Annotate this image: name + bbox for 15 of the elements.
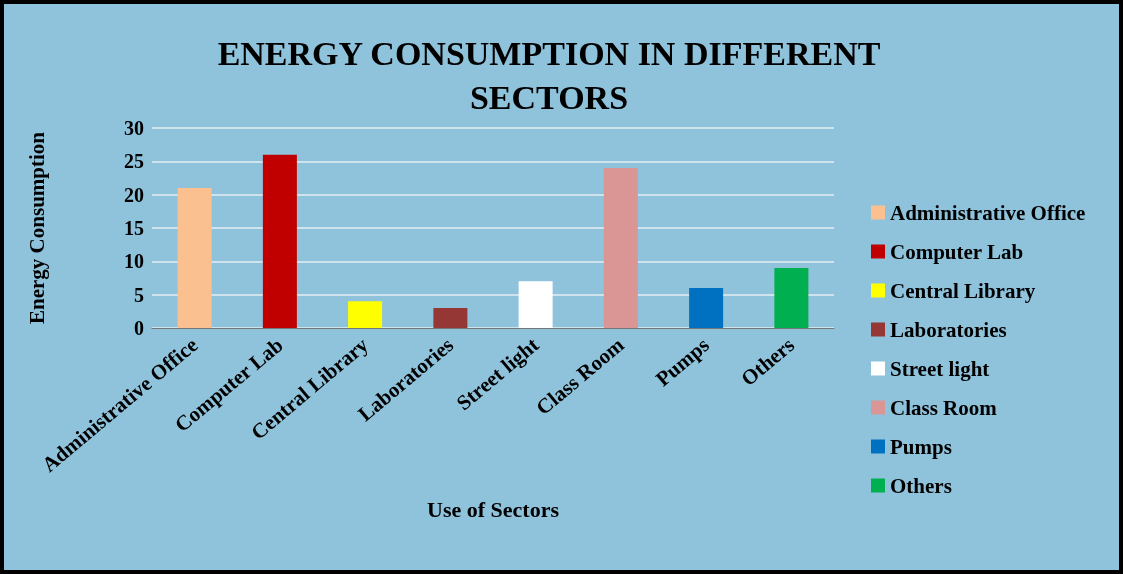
legend-label: Others — [890, 473, 952, 498]
y-tick-label: 30 — [124, 117, 144, 139]
chart-title: ENERGY CONSUMPTION IN DIFFERENT SECTORS — [217, 34, 881, 116]
y-tick-label: 5 — [134, 283, 144, 306]
y-tick-label: 10 — [124, 250, 144, 273]
legend-label: Computer Lab — [890, 239, 1024, 264]
legend-label: Central Library — [890, 278, 1036, 303]
legend-label: Administrative Office — [890, 200, 1086, 225]
y-tick-label: 0 — [134, 317, 144, 339]
y-tick-label: 20 — [124, 183, 144, 206]
y-tick-label: 25 — [124, 150, 144, 173]
legend-label: Pumps — [890, 434, 952, 459]
y-tick-label: 15 — [124, 217, 144, 239]
y-axis-title: Energy Consumption — [24, 131, 49, 324]
x-axis-title: Use of Sectors — [427, 496, 560, 522]
